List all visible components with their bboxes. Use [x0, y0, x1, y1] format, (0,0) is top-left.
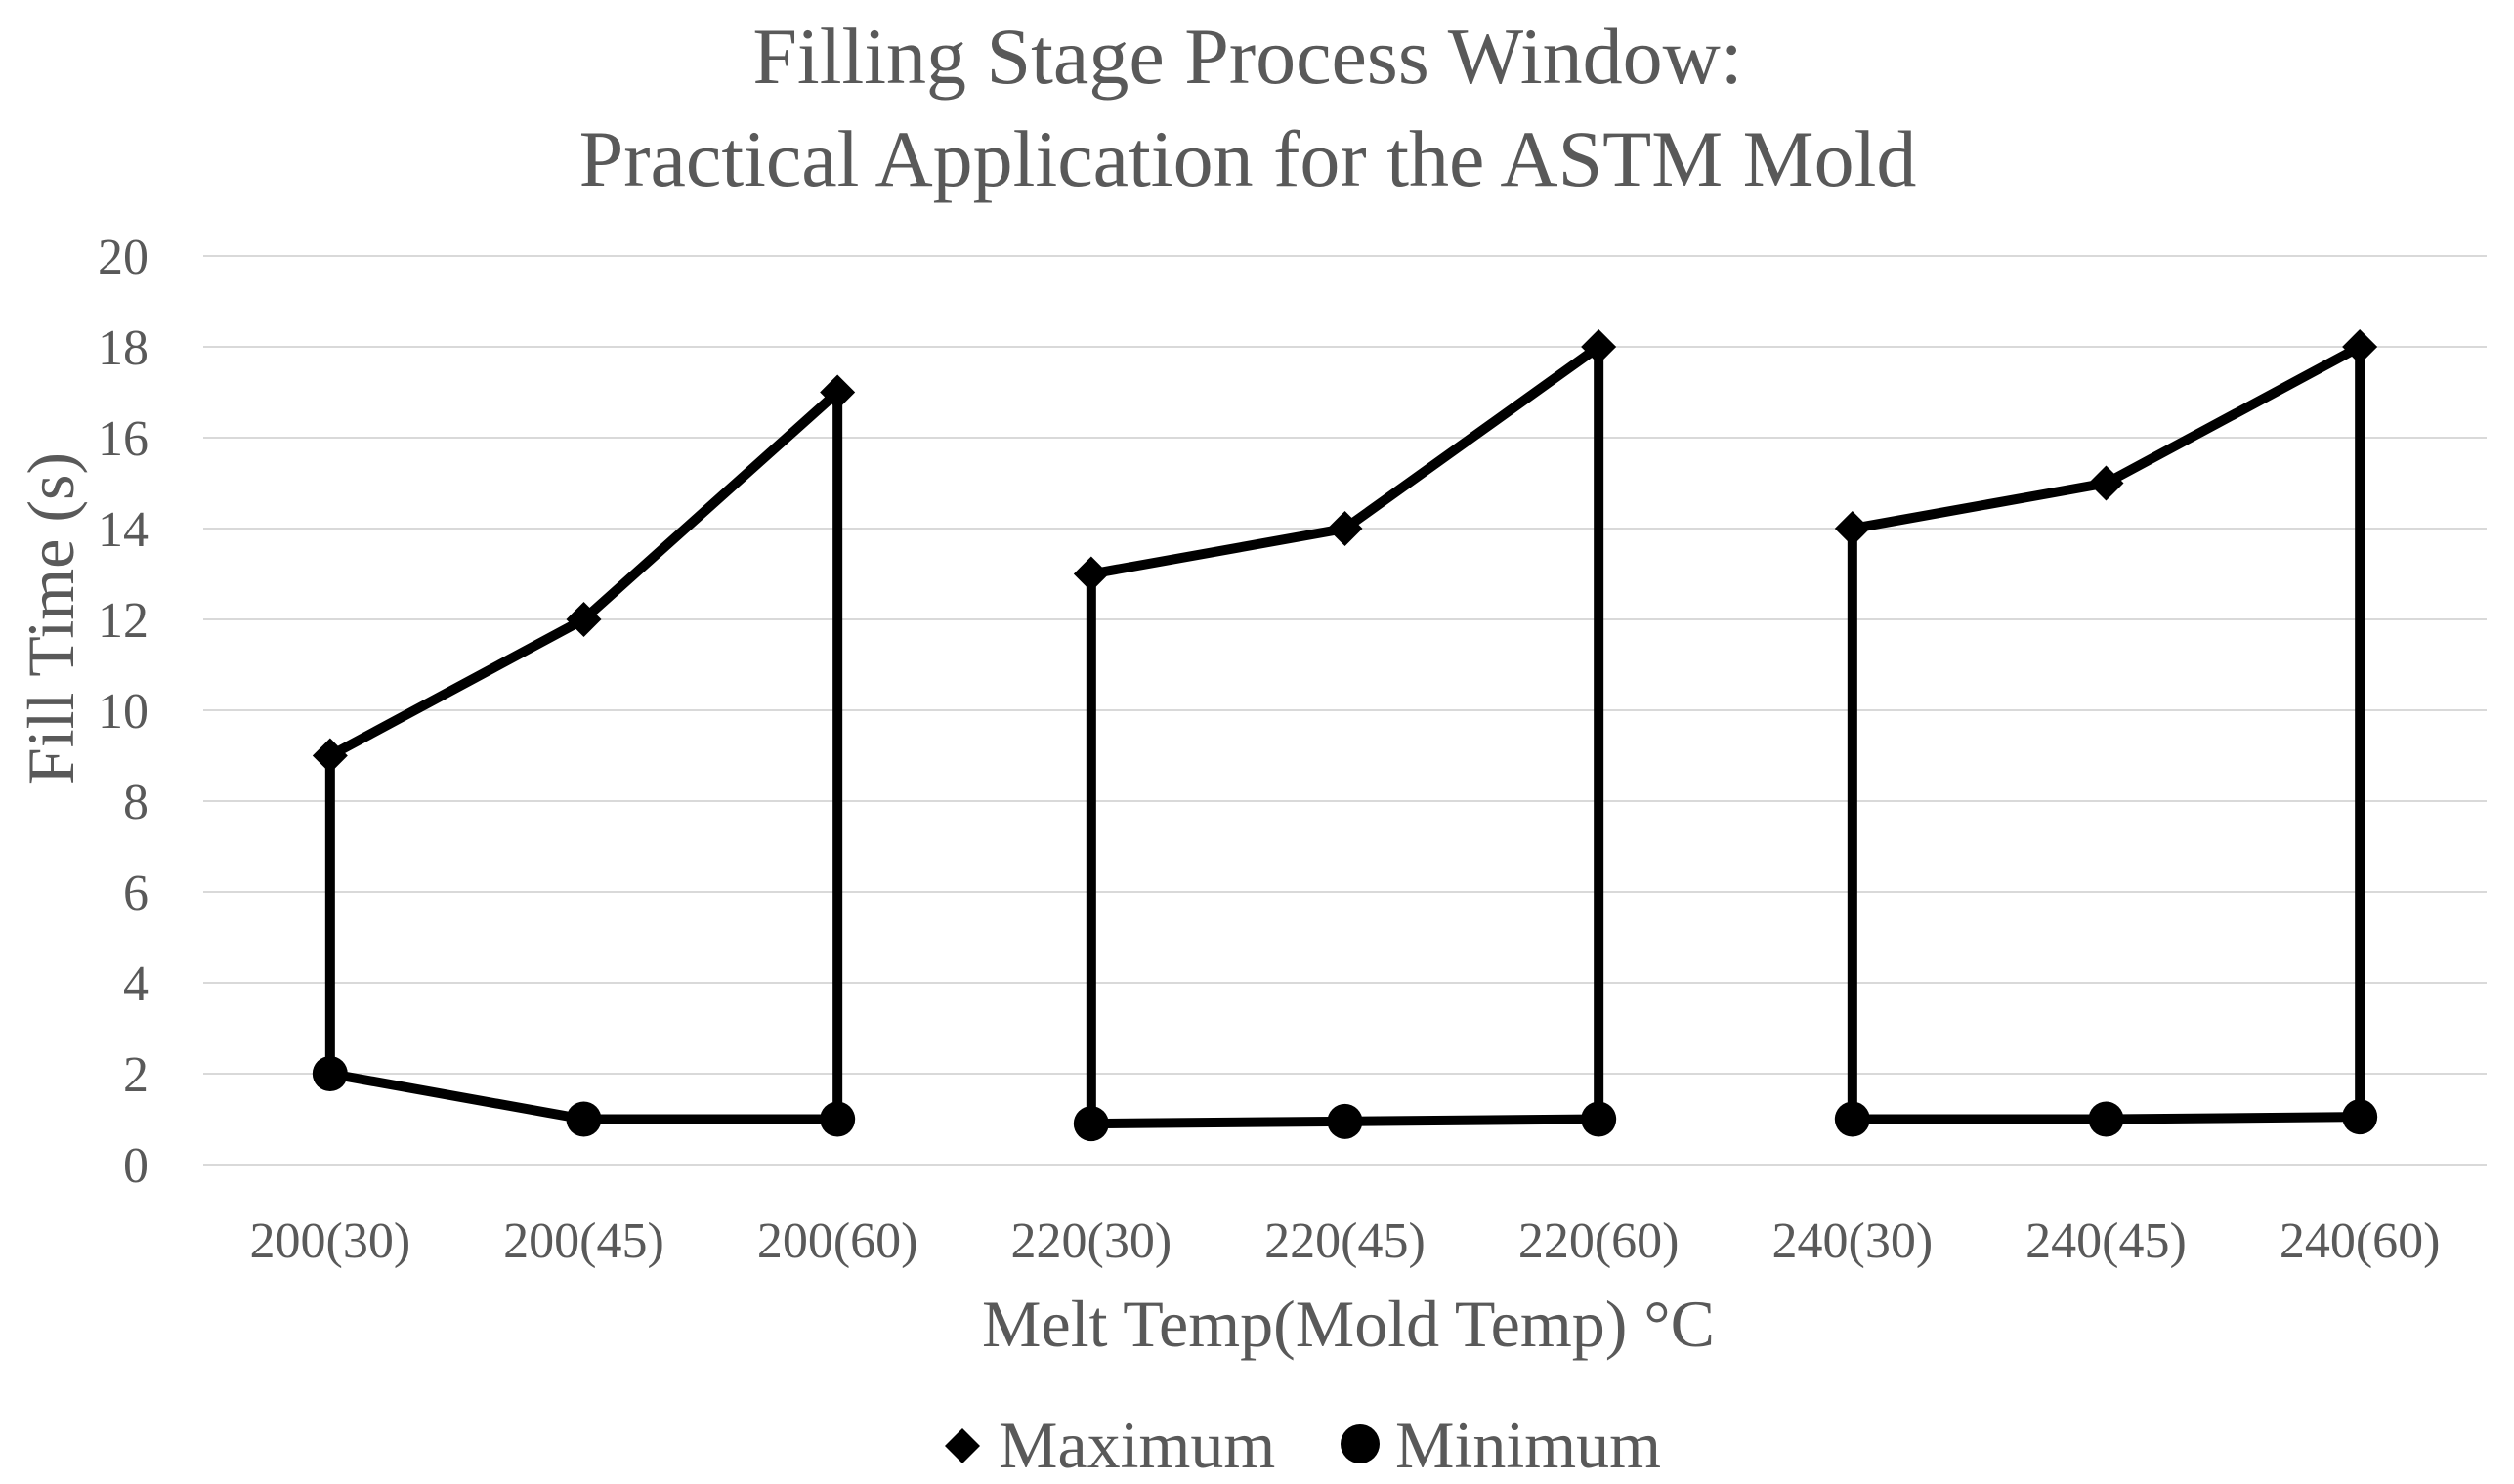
x-tick-label: 240(60): [2280, 1213, 2441, 1269]
gridlines: [203, 255, 2487, 1166]
process-window-outline-3: [1847, 342, 2365, 1124]
series-markers: [312, 329, 2378, 1142]
series-lines: [324, 342, 2365, 1129]
process-window-outline-2: [1086, 342, 1604, 1129]
maximum-point-240(30): [1834, 511, 1870, 546]
process-window-outline-1: [324, 387, 843, 1124]
maximum-point-240(45): [2088, 465, 2124, 501]
y-tick-label: 8: [123, 775, 149, 830]
chart-title-line-2: Practical Application for the ASTM Mold: [579, 114, 1917, 203]
maximum-point-240(60): [2342, 329, 2378, 364]
y-tick-label: 18: [98, 320, 149, 376]
minimum-point-240(30): [1834, 1101, 1870, 1137]
minimum-point-220(60): [1581, 1101, 1617, 1137]
y-tick-label: 6: [123, 866, 149, 921]
y-tick-label: 16: [98, 411, 149, 467]
maximum-point-200(60): [820, 374, 856, 410]
x-tick-label: 220(60): [1518, 1213, 1680, 1269]
legend-maximum-label: Maximum: [999, 1408, 1275, 1482]
y-tick-label: 10: [98, 684, 149, 740]
legend-maximum-marker: [945, 1428, 980, 1463]
y-tick-label: 12: [98, 593, 149, 649]
x-tick-label: 200(45): [503, 1213, 664, 1269]
x-tick-label: 240(45): [2025, 1213, 2187, 1269]
x-tick-label: 240(30): [1772, 1213, 1934, 1269]
maximum-point-220(45): [1327, 511, 1363, 546]
y-tick-label: 14: [98, 502, 149, 558]
y-tick-label: 2: [123, 1047, 149, 1103]
x-axis-title: Melt Temp(Mold Temp) °C: [982, 1287, 1715, 1361]
y-tick-label: 20: [98, 230, 149, 285]
maximum-point-220(30): [1073, 556, 1109, 592]
legend-minimum-label: Minimum: [1395, 1408, 1661, 1482]
minimum-point-200(30): [312, 1056, 348, 1091]
y-tick-label: 4: [123, 956, 149, 1012]
minimum-point-220(30): [1073, 1106, 1109, 1142]
x-tick-label: 200(60): [757, 1213, 918, 1269]
x-tick-label: 220(30): [1011, 1213, 1172, 1269]
minimum-point-200(45): [566, 1101, 602, 1137]
x-tick-label: 220(45): [1264, 1213, 1426, 1269]
maximum-point-220(60): [1581, 329, 1617, 364]
minimum-point-200(60): [820, 1101, 856, 1137]
x-axis-ticks: 200(30) 200(45) 200(60) 220(30) 220(45) 220(6…: [250, 1213, 2441, 1269]
maximum-point-200(45): [566, 602, 602, 637]
y-axis-ticks: 0 2 4 6 8 10 12 14 16 18 20: [98, 230, 149, 1194]
chart-title-line-1: Filling Stage Process Window:: [752, 12, 1742, 101]
y-tick-label: 0: [123, 1138, 149, 1194]
x-tick-label: 200(30): [250, 1213, 411, 1269]
maximum-point-200(30): [312, 738, 348, 774]
minimum-point-240(60): [2342, 1099, 2378, 1135]
legend-minimum-marker: [1341, 1424, 1380, 1463]
minimum-point-240(45): [2088, 1101, 2124, 1137]
y-axis-title: Fill Time (s): [14, 452, 88, 784]
minimum-point-220(45): [1327, 1103, 1363, 1139]
legend: Maximum Minimum: [945, 1408, 1661, 1482]
